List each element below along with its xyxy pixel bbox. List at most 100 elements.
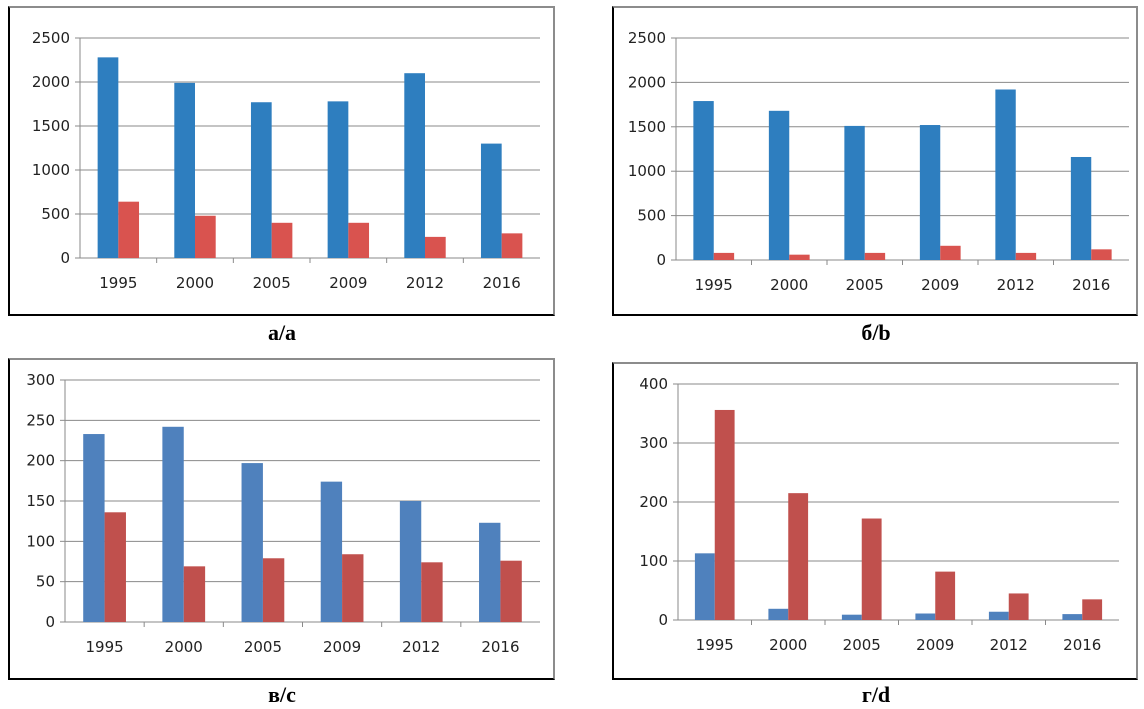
chart-c-bar	[479, 522, 501, 622]
chart-d-xtick-label: 2012	[990, 636, 1028, 654]
chart-b-caption: б/b	[861, 320, 891, 345]
chart-c-caption: в/c	[268, 682, 296, 707]
chart-panel-c: 0 50 100 150 200 250 300 1995 2000 2005 2009 2012 20…	[8, 358, 555, 680]
chart-b-xtick-label: 1995	[695, 276, 733, 294]
chart-c-ytick-label: 250	[26, 411, 55, 429]
chart-b-bar	[995, 89, 1016, 260]
chart-a-bar	[404, 73, 425, 258]
chart-a-ytick-label: 500	[41, 205, 70, 223]
chart-a-bar	[195, 215, 216, 258]
chart-d-bar	[988, 611, 1009, 620]
chart-d-ytick-label: 100	[639, 552, 668, 570]
chart-b-bar	[844, 125, 865, 260]
chart-d-bar	[1008, 593, 1029, 620]
chart-a-caption: а/a	[267, 320, 297, 345]
chart-a-xtick-label: 1995	[99, 274, 137, 292]
chart-c-bar	[162, 426, 184, 622]
chart-b-bar	[919, 125, 941, 260]
chart-b-ytick-label: 1500	[628, 118, 666, 136]
chart-a-ytick-label: 1500	[32, 117, 70, 135]
chart-a-bar	[501, 233, 523, 258]
chart-a-ytick-label: 2500	[32, 29, 70, 47]
chart-d-caption: г/d	[861, 682, 891, 707]
chart-a-ytick-label: 1000	[32, 161, 70, 179]
chart-c-ytick-label: 50	[36, 573, 55, 591]
chart-a-xtick-label: 2012	[406, 274, 444, 292]
chart-b-bar	[864, 252, 886, 260]
chart-b-ytick-label: 2000	[628, 73, 666, 91]
chart-b-xtick-label: 2016	[1072, 276, 1110, 294]
chart-b-xtick-label: 2005	[846, 276, 884, 294]
chart-a-svg: 0 500 1000 1500 2000 2500 1995 2000 2005 2009 2012…	[32, 29, 540, 292]
chart-d-xtick-label: 2016	[1063, 636, 1101, 654]
chart-b-bar	[768, 110, 790, 260]
chart-a-xtick-label: 2009	[329, 274, 367, 292]
chart-a-ytick-label: 2000	[32, 73, 70, 91]
chart-d-ytick-label: 0	[658, 611, 668, 629]
chart-b-bar	[789, 254, 810, 260]
chart-b-ytick-label: 1000	[628, 162, 666, 180]
chart-b-ytick-label: 500	[637, 207, 666, 225]
chart-d-xtick-label: 2005	[843, 636, 881, 654]
chart-b-bar	[713, 252, 735, 260]
chart-a-bar	[174, 82, 195, 258]
chart-panel-b: 0 500 1000 1500 2000 2500 1995 2000 2005 2009 2012…	[612, 6, 1138, 316]
chart-panel-d: 0 100 200 300 400 1995 2000 2005 2009 2012 2016	[612, 362, 1138, 680]
chart-d-xtick-label: 2000	[769, 636, 807, 654]
chart-b-bar	[1091, 249, 1112, 260]
chart-d-bar	[1062, 614, 1083, 620]
chart-d-bar	[915, 613, 936, 620]
chart-c-xtick-label: 2005	[244, 638, 282, 656]
chart-c-bar	[262, 558, 285, 622]
chart-a-bar	[480, 143, 502, 258]
chart-c-xtick-label: 2016	[481, 638, 519, 656]
chart-a-bar	[250, 102, 272, 259]
chart-d-xtick-label: 1995	[696, 636, 734, 654]
chart-c-bar	[421, 562, 443, 622]
chart-c-bar	[399, 501, 422, 622]
chart-c-ytick-label: 0	[45, 613, 55, 631]
chart-c-xtick-label: 2009	[323, 638, 361, 656]
chart-c-bar	[183, 566, 206, 622]
chart-a-xtick-label: 2000	[176, 274, 214, 292]
chart-d-ytick-label: 200	[639, 493, 668, 511]
chart-d-bar	[768, 608, 789, 620]
chart-b-xtick-label: 2000	[770, 276, 808, 294]
chart-d-bar	[935, 571, 956, 620]
chart-c-xtick-label: 2012	[402, 638, 440, 656]
chart-a-bar	[97, 57, 119, 258]
chart-a-bar	[118, 201, 140, 258]
chart-d-bar	[861, 518, 882, 620]
chart-d-xtick-label: 2009	[916, 636, 954, 654]
chart-c-bar	[104, 512, 126, 622]
chart-d-bar	[788, 493, 809, 620]
chart-b-bar	[940, 245, 961, 260]
chart-c-xtick-label: 2000	[165, 638, 203, 656]
chart-d-bar	[841, 614, 862, 620]
chart-c-bar	[83, 434, 105, 622]
chart-a-xtick-label: 2005	[253, 274, 291, 292]
chart-d-ytick-label: 300	[639, 434, 668, 452]
chart-b-bar	[1015, 252, 1037, 260]
chart-a-bar	[348, 222, 370, 258]
chart-a-bar	[425, 236, 446, 258]
chart-d-bar	[694, 553, 715, 620]
chart-a-xtick-label: 2016	[483, 274, 521, 292]
chart-b-xtick-label: 2012	[997, 276, 1035, 294]
chart-panel-a: 0 500 1000 1500 2000 2500 1995 2000 2005 2009 2012…	[8, 6, 555, 316]
chart-c-bar	[241, 463, 263, 622]
chart-d-ytick-label: 400	[639, 375, 668, 393]
chart-c-bar	[500, 560, 522, 622]
chart-c-ytick-label: 200	[26, 452, 55, 470]
chart-c-bar	[320, 481, 343, 622]
chart-c-ytick-label: 100	[26, 532, 55, 550]
chart-d-svg: 0 100 200 300 400 1995 2000 2005 2009 2012 2016	[639, 375, 1119, 654]
chart-a-bar	[271, 222, 293, 258]
chart-d-bar	[714, 409, 735, 620]
chart-b-svg: 0 500 1000 1500 2000 2500 1995 2000 2005 2009 2012…	[628, 29, 1129, 294]
chart-b-xtick-label: 2009	[921, 276, 959, 294]
chart-b-bar	[693, 101, 714, 260]
chart-a-bar	[327, 101, 349, 258]
chart-b-ytick-label: 0	[656, 251, 666, 269]
chart-c-xtick-label: 1995	[85, 638, 123, 656]
